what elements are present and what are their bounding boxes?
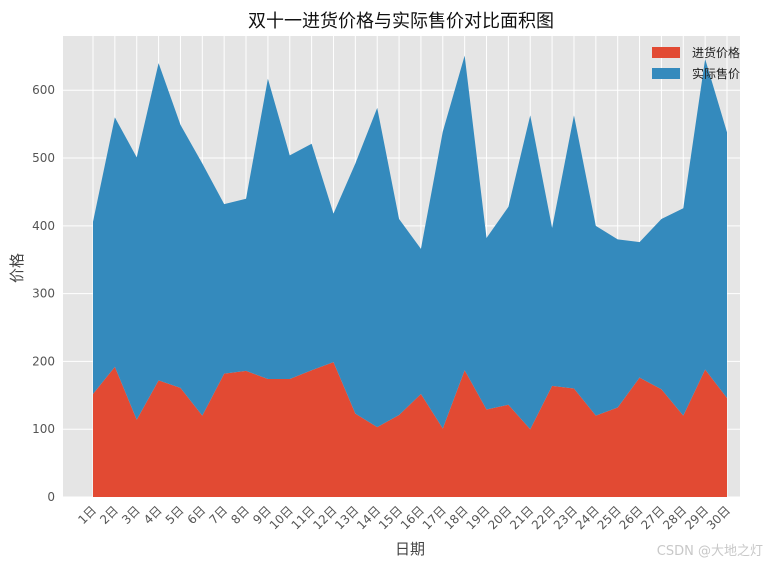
y-axis-label: 价格 (8, 253, 26, 283)
watermark: CSDN @大地之灯 (656, 544, 763, 559)
x-tick-label: 22日 (529, 503, 558, 532)
y-tick-label: 200 (32, 354, 55, 368)
area-实际售价 (93, 55, 727, 430)
y-tick-label: 100 (32, 422, 55, 436)
x-tick-label: 29日 (682, 503, 711, 532)
x-tick-label: 10日 (267, 503, 296, 532)
x-tick-label: 12日 (310, 503, 339, 532)
y-tick-label: 0 (47, 490, 55, 504)
x-tick-label: 27日 (638, 503, 667, 532)
x-tick-label: 30日 (704, 503, 733, 532)
x-tick-label: 25日 (595, 503, 624, 532)
x-tick-label: 5日 (163, 503, 187, 527)
x-tick-label: 28日 (660, 503, 689, 532)
x-tick-label: 18日 (442, 503, 471, 532)
x-tick-label: 16日 (398, 503, 427, 532)
x-tick-label: 4日 (141, 503, 165, 527)
chart-title: 双十一进货价格与实际售价对比面积图 (248, 11, 554, 32)
x-tick-label: 15日 (376, 503, 405, 532)
legend-swatch (652, 47, 680, 58)
x-tick-label: 24日 (573, 503, 602, 532)
x-axis-label: 日期 (395, 540, 425, 558)
x-tick-label: 26日 (616, 503, 645, 532)
legend-label: 实际售价 (692, 66, 740, 81)
y-tick-label: 300 (32, 287, 55, 301)
y-tick-label: 600 (32, 83, 55, 97)
y-tick-label: 500 (32, 151, 55, 165)
area-series (93, 55, 727, 497)
x-tick-label: 19日 (463, 503, 492, 532)
x-tick-label: 23日 (551, 503, 580, 532)
x-tick-label: 1日 (75, 503, 99, 527)
x-tick-label: 21日 (507, 503, 536, 532)
x-tick-label: 14日 (354, 503, 383, 532)
x-tick-label: 13日 (332, 503, 361, 532)
x-tick-label: 3日 (119, 503, 143, 527)
x-tick-label: 8日 (228, 503, 252, 527)
area-进货价格 (93, 362, 727, 497)
x-tick-label: 6日 (185, 503, 209, 527)
x-tick-label: 20日 (485, 503, 514, 532)
y-tick-label: 400 (32, 219, 55, 233)
x-tick-label: 17日 (420, 503, 449, 532)
x-tick-label: 2日 (97, 503, 121, 527)
legend-swatch (652, 68, 680, 79)
legend-label: 进货价格 (692, 45, 740, 60)
x-tick-label: 11日 (289, 503, 318, 532)
x-tick-label: 7日 (207, 503, 231, 527)
